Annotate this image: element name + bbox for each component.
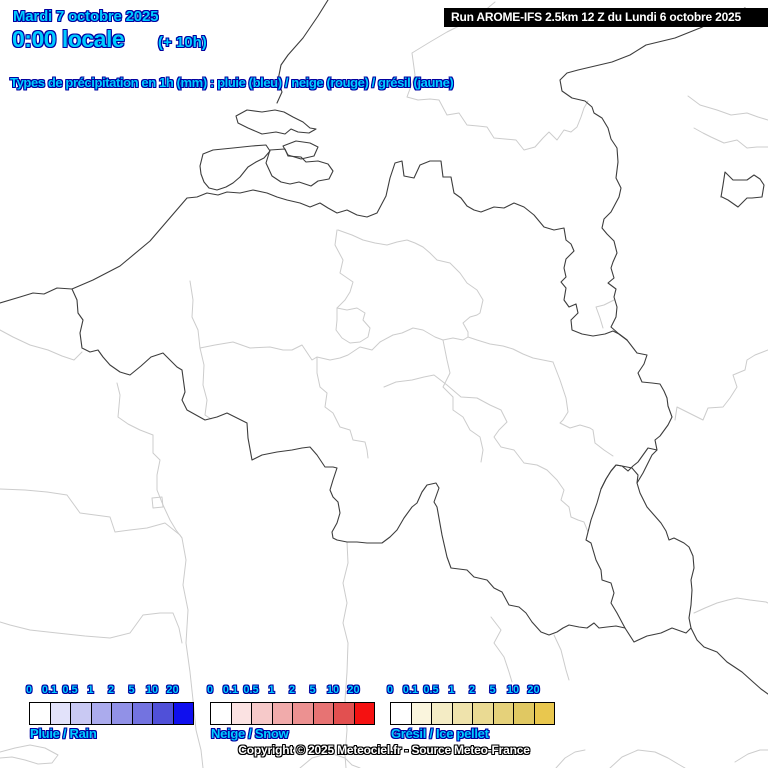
legend-rain: 0 0.1 0.5 1 2 5 10 20 Pluie / Rain: [25, 684, 199, 741]
legend-value-label: 0: [206, 684, 214, 696]
legend-value-label: 0.1: [41, 684, 58, 696]
legend-caption: Neige / Snow: [211, 726, 289, 741]
legend-swatch: [49, 702, 71, 725]
legend-color-scale: [29, 702, 194, 725]
legend-swatch: [152, 702, 174, 725]
legend-value-label: 0.5: [62, 684, 78, 696]
legend-swatch: [90, 702, 112, 725]
country-borders: [0, 0, 768, 695]
legend-swatch: [390, 702, 412, 725]
legend-swatch: [251, 702, 273, 725]
date-line: Mardi 7 octobre 2025: [13, 8, 159, 25]
legend-value-label: 20: [166, 684, 179, 696]
legend-ice: 0 0.1 0.5 1 2 5 10 20 Grésil / Ice pellet: [386, 684, 560, 741]
legend-value-label: 0: [25, 684, 33, 696]
legend-value-label: 10: [145, 684, 159, 696]
legend-swatch: [533, 702, 555, 725]
legend-swatch: [111, 702, 133, 725]
legend-swatch: [410, 702, 432, 725]
legend-color-scale: [390, 702, 555, 725]
legend-value-label: 10: [326, 684, 340, 696]
legend-swatch: [451, 702, 473, 725]
legend-value-label: 0.5: [423, 684, 439, 696]
legend-swatch: [271, 702, 293, 725]
legend-swatch: [210, 702, 232, 725]
map-subtitle: Types de précipitation en 1h (mm) : plui…: [10, 75, 454, 90]
legend-swatch: [230, 702, 252, 725]
legend-swatch: [312, 702, 334, 725]
legend-swatch: [70, 702, 92, 725]
legend-value-label: 20: [527, 684, 540, 696]
legend-swatch: [353, 702, 375, 725]
legend-swatch: [513, 702, 535, 725]
legend-value-label: 1: [448, 684, 455, 696]
legend-value-labels: 0 0.1 0.5 1 2 5 10 20: [206, 684, 375, 696]
legend-swatch: [472, 702, 494, 725]
legend-value-label: 2: [288, 684, 296, 696]
legend-swatch: [431, 702, 453, 725]
legend-swatch: [172, 702, 194, 725]
legend-value-label: 1: [268, 684, 275, 696]
model-run-info-box: Run AROME-IFS 2.5km 12 Z du Lundi 6 octo…: [444, 8, 768, 27]
legend-value-label: 0.1: [222, 684, 239, 696]
legend-snow: 0 0.1 0.5 1 2 5 10 20 Neige / Snow: [206, 684, 380, 741]
legend-caption: Grésil / Ice pellet: [391, 726, 489, 741]
legend-caption: Pluie / Rain: [30, 726, 97, 741]
legend-value-label: 5: [489, 684, 496, 696]
forecast-offset-label: (+ 10h): [158, 34, 207, 51]
legend-swatch: [29, 702, 51, 725]
legend-swatch: [492, 702, 514, 725]
legend-value-label: 2: [468, 684, 476, 696]
legend-value-label: 5: [128, 684, 135, 696]
legend-value-label: 0: [386, 684, 394, 696]
legend-value-label: 0.5: [243, 684, 259, 696]
local-time-label: 0:00 locale: [12, 26, 125, 52]
legend-value-label: 5: [309, 684, 316, 696]
legend-color-scale: [210, 702, 375, 725]
legend-value-label: 10: [506, 684, 520, 696]
legend-swatch: [292, 702, 314, 725]
legend-swatch: [131, 702, 153, 725]
legend-value-label: 1: [87, 684, 94, 696]
legend-value-label: 20: [347, 684, 360, 696]
legend-swatch: [333, 702, 355, 725]
legend-value-labels: 0 0.1 0.5 1 2 5 10 20: [25, 684, 194, 696]
copyright-line: Copyright © 2025 Meteociel.fr - Source M…: [238, 743, 530, 757]
legend-value-label: 0.1: [402, 684, 419, 696]
legend-value-label: 2: [107, 684, 115, 696]
legend-value-labels: 0 0.1 0.5 1 2 5 10 20: [386, 684, 555, 696]
